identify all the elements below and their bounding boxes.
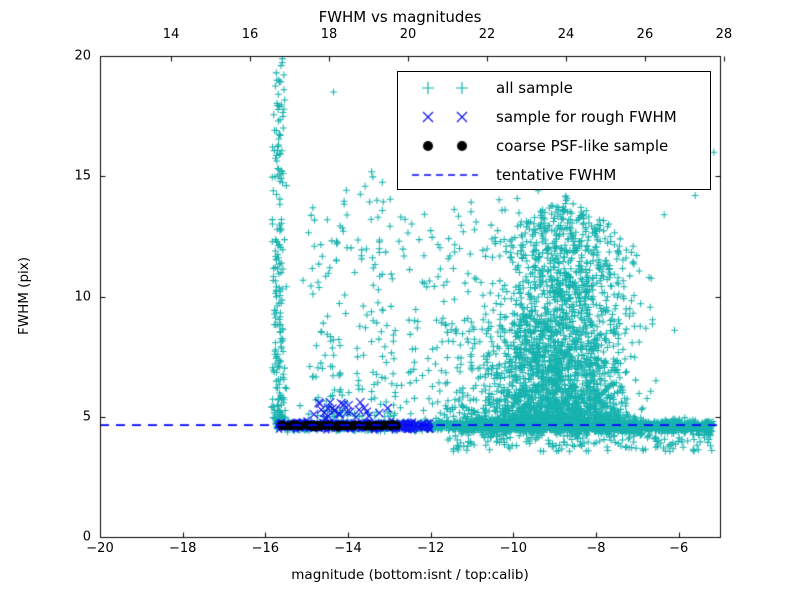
legend-item-label: all sample xyxy=(496,78,573,97)
x-bottom-tick-label: −14 xyxy=(334,541,362,556)
legend-item[interactable]: all sample xyxy=(398,73,710,102)
legend-marker-x-icon xyxy=(406,102,492,131)
x-bottom-tick-label: −20 xyxy=(86,541,114,556)
x-top-tick-label: 24 xyxy=(557,27,575,42)
chart-legend: all sample sample for rough FWHM coarse PS… xyxy=(397,71,711,190)
y-axis-label: FWHM (pix) xyxy=(16,256,32,336)
x-top-tick-label: 16 xyxy=(241,27,259,42)
legend-item[interactable]: sample for rough FWHM xyxy=(398,102,710,131)
legend-item-label: tentative FWHM xyxy=(496,165,617,184)
legend-item[interactable]: coarse PSF-like sample xyxy=(398,131,710,160)
legend-item[interactable]: tentative FWHM xyxy=(398,160,710,189)
x-bottom-tick-label: −18 xyxy=(168,541,197,556)
y-tick-label: 10 xyxy=(74,289,91,304)
legend-marker-o-icon xyxy=(406,131,492,160)
x-bottom-tick-label: −8 xyxy=(586,541,606,556)
x-axis-label: magnitude (bottom:isnt / top:calib) xyxy=(291,567,529,583)
legend-marker-dashed-line-icon xyxy=(406,160,492,189)
legend-item-label: coarse PSF-like sample xyxy=(496,136,669,155)
x-top-tick-label: 28 xyxy=(715,27,733,42)
legend-marker-+-icon xyxy=(406,73,492,102)
y-tick-label: 5 xyxy=(82,409,91,425)
legend-item-label: sample for rough FWHM xyxy=(496,107,677,126)
x-top-tick-label: 18 xyxy=(320,27,338,42)
x-top-tick-label: 22 xyxy=(478,27,496,42)
x-bottom-tick-label: −10 xyxy=(499,541,528,556)
y-tick-label: 20 xyxy=(74,48,91,64)
y-tick-label: 15 xyxy=(74,168,91,184)
x-bottom-tick-label: −16 xyxy=(251,541,280,556)
x-bottom-tick-label: −12 xyxy=(416,541,445,556)
x-top-tick-label: 20 xyxy=(399,27,417,42)
page-title: FWHM vs magnitudes xyxy=(318,8,482,26)
x-top-tick-label: 14 xyxy=(162,27,180,42)
x-bottom-tick-label: −6 xyxy=(669,541,689,556)
x-top-tick-label: 26 xyxy=(636,27,654,42)
y-tick-label: 0 xyxy=(82,529,91,545)
